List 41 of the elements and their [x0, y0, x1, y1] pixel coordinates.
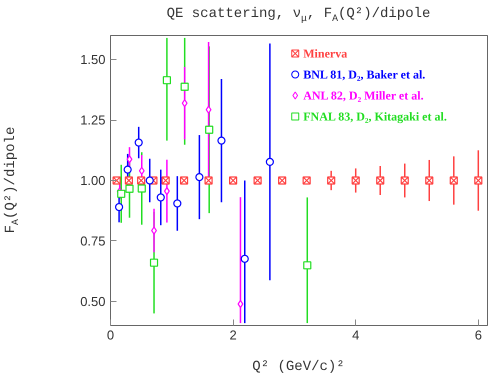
point	[217, 136, 226, 145]
legend-label: FNAL 83, D₂, Kitagaki et al.	[303, 110, 447, 124]
point	[146, 176, 154, 185]
point	[156, 193, 165, 202]
x-tick-label: 6	[474, 328, 482, 342]
point	[124, 166, 132, 174]
point	[180, 82, 189, 91]
point	[125, 184, 134, 193]
point	[138, 166, 145, 175]
point	[303, 261, 312, 270]
point	[126, 155, 132, 164]
point	[206, 106, 212, 114]
point	[302, 176, 311, 185]
point	[162, 176, 170, 185]
y-tick-label: 0.75	[80, 233, 106, 248]
point	[205, 126, 214, 134]
y-tick-label: 1.50	[80, 52, 106, 68]
y-tick-label: 0.50	[80, 294, 106, 309]
point	[137, 176, 146, 185]
point	[195, 173, 204, 182]
legend-label: Minerva	[303, 46, 348, 60]
x-tick-label: 0	[106, 328, 114, 342]
point	[138, 184, 146, 193]
point	[164, 187, 170, 196]
point	[114, 202, 124, 212]
chart-title: QE scattering, ν$_{μ}$, F$_{A}$(Q²)/dipole	[166, 5, 430, 26]
point	[150, 258, 158, 267]
y-tick-label: 1.25	[80, 112, 106, 128]
x-tick-label: 4	[352, 328, 360, 342]
point	[182, 99, 188, 108]
x-axis-title: Q² (GeV/c)²	[252, 358, 345, 377]
point	[173, 199, 182, 208]
x-tick-label: 2	[229, 328, 237, 342]
legend-label: BNL 81, D₂, Baker et al.	[303, 68, 426, 82]
point	[240, 254, 249, 263]
point	[266, 158, 274, 166]
legend-label: ANL 82, D₂ Miller et al.	[303, 88, 424, 102]
point	[117, 190, 126, 198]
point	[162, 76, 171, 84]
point	[134, 138, 143, 147]
y-tick-label: 1.00	[80, 173, 106, 188]
